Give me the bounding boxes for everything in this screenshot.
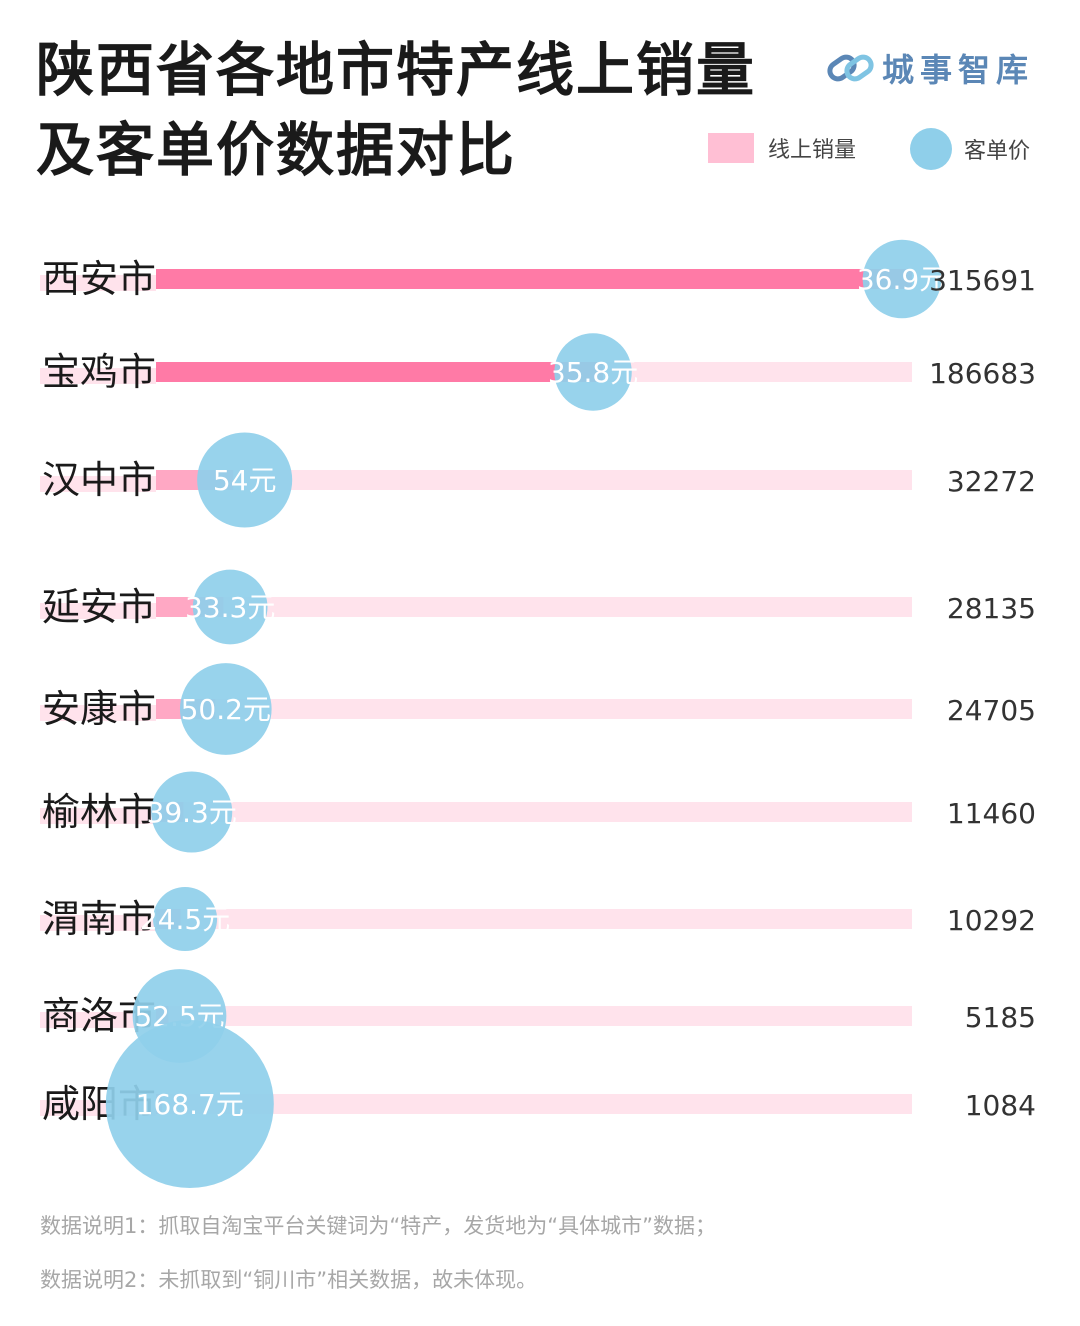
- legend-price-dot: [910, 128, 952, 170]
- legend-price-label: 客单价: [964, 139, 1031, 164]
- sales-value-label: 315691: [929, 264, 1036, 297]
- chart-row: 安康市 50.2元 24705: [40, 663, 1036, 755]
- sales-value-label: 28135: [947, 592, 1036, 625]
- category-label-highlight: [40, 915, 156, 931]
- price-bubble: [197, 432, 293, 528]
- bar-track: [156, 470, 912, 490]
- sales-value-label: 10292: [947, 904, 1036, 937]
- chart-row: 延安市 33.3元 28135: [40, 569, 1036, 645]
- data-note-1: 数据说明1：抓取自淘宝平台关键词为“特产，发货地为“具体城市”数据；: [40, 1214, 716, 1238]
- chart-row: 宝鸡市 35.8元 186683: [40, 333, 1036, 411]
- legend-sales-swatch: [708, 133, 754, 163]
- bar-track: [156, 909, 912, 929]
- data-note-2: 数据说明2：未抓取到“铜川市”相关数据，故未体现。: [40, 1268, 538, 1292]
- category-label-highlight: [40, 603, 156, 619]
- category-label-highlight: [40, 808, 156, 824]
- legend-price: 客单价: [910, 128, 1030, 170]
- price-label: 39.3元: [147, 796, 237, 829]
- sales-bar: [156, 269, 912, 289]
- price-label: 54元: [213, 464, 277, 497]
- sales-value-label: 5185: [965, 1001, 1036, 1034]
- price-label: 24.5元: [140, 903, 230, 936]
- sales-value-label: 32272: [947, 465, 1036, 498]
- bar-track: [156, 1094, 912, 1114]
- category-label: 宝鸡市: [42, 350, 156, 394]
- category-label: 榆林市: [42, 790, 156, 834]
- bar-track: [156, 802, 912, 822]
- category-label-highlight: [40, 705, 156, 721]
- price-bubble: [192, 569, 268, 645]
- sales-value-label: 186683: [929, 357, 1036, 390]
- legend-sales: 线上销量: [708, 132, 856, 164]
- legend-sales-label: 线上销量: [768, 138, 857, 163]
- price-label: 168.7元: [136, 1088, 244, 1121]
- price-bubble: [153, 886, 218, 952]
- chart-row: 汉中市 54元 32272: [40, 432, 1036, 528]
- category-label: 延安市: [42, 585, 156, 629]
- price-label: 36.9元: [857, 263, 947, 296]
- price-label: 50.2元: [181, 693, 271, 726]
- bar-track: [156, 597, 912, 617]
- category-label-highlight: [40, 368, 156, 384]
- category-label: 渭南市: [42, 897, 156, 941]
- sales-value-label: 11460: [947, 797, 1036, 830]
- price-label: 33.3元: [185, 591, 275, 624]
- price-bubble: [105, 1020, 274, 1188]
- title-line-1: 陕西省各地市特产线上销量: [36, 36, 757, 104]
- sales-value-label: 1084: [965, 1089, 1036, 1122]
- chart-title: 陕西省各地市特产线上销量 及客单价数据对比: [36, 30, 756, 190]
- price-bubble: [151, 771, 233, 853]
- price-bubble: [554, 333, 632, 411]
- category-label: 西安市: [42, 257, 156, 301]
- title-line-2: 及客单价数据对比: [36, 116, 517, 184]
- price-label: 35.8元: [548, 356, 638, 389]
- category-label: 汉中市: [42, 458, 156, 502]
- category-label: 安康市: [42, 687, 156, 731]
- sales-bar: [156, 362, 604, 382]
- logo-text: 城事智库: [882, 51, 1035, 89]
- category-label-highlight: [40, 1012, 156, 1028]
- price-bubble: [862, 239, 942, 319]
- bar-track: [156, 699, 912, 719]
- category-label-highlight: [40, 275, 156, 291]
- price-bubble: [179, 663, 272, 755]
- link-icon: [827, 54, 874, 82]
- sales-value-label: 24705: [947, 694, 1036, 727]
- category-label-highlight: [40, 476, 156, 492]
- bar-track: [156, 1006, 912, 1026]
- brand-logo: 城事智库: [826, 44, 1046, 92]
